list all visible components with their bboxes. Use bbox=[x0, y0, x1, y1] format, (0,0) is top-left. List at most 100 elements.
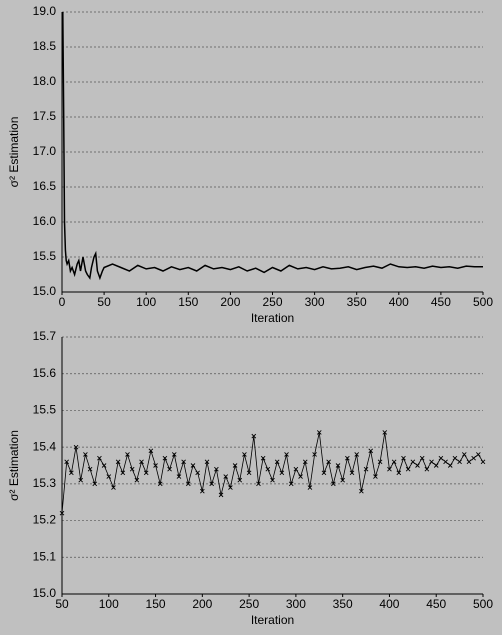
data-marker bbox=[312, 452, 317, 457]
data-marker bbox=[363, 466, 369, 472]
data-marker bbox=[134, 477, 140, 483]
data-marker bbox=[209, 481, 215, 487]
data-marker bbox=[401, 455, 406, 461]
x-tick-label: 400 bbox=[379, 597, 399, 611]
data-marker bbox=[354, 452, 360, 457]
data-marker bbox=[377, 459, 383, 465]
data-marker bbox=[359, 488, 364, 494]
data-marker bbox=[429, 459, 434, 465]
y-tick-label: 15.2 bbox=[33, 513, 57, 527]
y-tick-label: 18.5 bbox=[33, 39, 57, 53]
data-marker bbox=[410, 459, 416, 465]
data-marker bbox=[218, 492, 224, 498]
y-tick-label: 15.1 bbox=[33, 549, 57, 563]
data-marker bbox=[480, 459, 486, 465]
data-marker bbox=[176, 474, 182, 479]
y-tick-label: 17.0 bbox=[33, 144, 57, 158]
data-marker bbox=[246, 470, 252, 476]
data-marker bbox=[228, 485, 233, 490]
data-marker bbox=[153, 463, 158, 468]
data-marker bbox=[143, 470, 149, 476]
x-tick-label: 150 bbox=[146, 597, 166, 611]
x-tick-label: 500 bbox=[473, 295, 493, 309]
y-tick-label: 15.4 bbox=[33, 439, 57, 453]
y-tick-label: 15.6 bbox=[33, 366, 57, 380]
data-marker bbox=[181, 459, 186, 465]
data-marker bbox=[125, 452, 130, 457]
data-marker bbox=[433, 463, 439, 468]
data-marker bbox=[288, 481, 294, 487]
data-marker bbox=[415, 463, 420, 468]
x-tick-label: 300 bbox=[305, 295, 325, 309]
data-marker bbox=[424, 466, 430, 472]
y-tick-label: 19.0 bbox=[33, 4, 57, 18]
data-marker bbox=[139, 459, 144, 465]
data-marker bbox=[256, 481, 261, 487]
data-marker bbox=[274, 459, 280, 465]
data-marker bbox=[92, 481, 98, 487]
data-marker bbox=[326, 459, 331, 465]
x-tick-label: 200 bbox=[220, 295, 240, 309]
data-marker bbox=[101, 463, 107, 468]
x-tick-label: 250 bbox=[262, 295, 282, 309]
y-tick-label: 15.0 bbox=[33, 284, 57, 298]
data-marker bbox=[73, 444, 79, 450]
y-tick-label: 15.3 bbox=[33, 476, 57, 490]
data-marker bbox=[396, 470, 402, 476]
data-marker bbox=[106, 474, 112, 479]
x-tick-label: 400 bbox=[389, 295, 409, 309]
data-marker bbox=[373, 474, 378, 479]
data-marker bbox=[97, 455, 102, 461]
data-marker bbox=[260, 455, 266, 461]
data-marker bbox=[452, 455, 458, 461]
x-tick-label: 50 bbox=[97, 295, 111, 309]
data-marker bbox=[223, 474, 229, 479]
data-marker bbox=[190, 463, 196, 468]
data-marker bbox=[129, 466, 135, 472]
y-axis-label: σ² Estimation bbox=[7, 430, 21, 501]
x-axis-label: Iteration bbox=[251, 311, 294, 325]
data-marker bbox=[340, 477, 345, 483]
data-marker bbox=[447, 463, 453, 468]
data-marker bbox=[115, 459, 121, 465]
data-marker bbox=[466, 459, 472, 465]
data-marker bbox=[321, 470, 327, 476]
data-marker bbox=[293, 466, 299, 472]
x-tick-label: 50 bbox=[55, 597, 69, 611]
data-marker bbox=[237, 477, 243, 483]
x-tick-label: 350 bbox=[347, 295, 367, 309]
data-marker bbox=[64, 459, 69, 465]
data-marker bbox=[307, 485, 313, 490]
data-marker bbox=[461, 452, 467, 457]
x-tick-label: 150 bbox=[178, 295, 198, 309]
data-marker bbox=[83, 452, 88, 457]
data-marker bbox=[242, 452, 247, 457]
x-tick-label: 200 bbox=[192, 597, 212, 611]
data-marker bbox=[120, 470, 126, 476]
data-marker bbox=[349, 470, 355, 476]
x-tick-label: 450 bbox=[426, 597, 446, 611]
data-marker bbox=[204, 459, 210, 465]
y-tick-label: 16.5 bbox=[33, 179, 57, 193]
data-marker bbox=[69, 470, 74, 476]
data-marker bbox=[59, 510, 65, 516]
y-tick-label: 15.5 bbox=[33, 403, 57, 417]
data-marker bbox=[284, 452, 289, 457]
data-marker bbox=[171, 452, 177, 457]
data-marker bbox=[214, 466, 219, 472]
y-tick-label: 18.0 bbox=[33, 74, 57, 88]
data-marker bbox=[195, 470, 200, 476]
data-marker bbox=[78, 477, 84, 483]
data-marker bbox=[148, 448, 154, 454]
x-tick-label: 0 bbox=[59, 295, 66, 309]
y-tick-label: 17.5 bbox=[33, 109, 57, 123]
data-marker bbox=[345, 455, 350, 461]
data-marker bbox=[443, 459, 448, 465]
data-marker bbox=[476, 452, 481, 457]
data-marker bbox=[330, 481, 336, 487]
data-marker bbox=[302, 459, 308, 465]
data-marker bbox=[157, 481, 163, 487]
data-marker bbox=[232, 463, 238, 468]
x-tick-label: 500 bbox=[473, 597, 493, 611]
